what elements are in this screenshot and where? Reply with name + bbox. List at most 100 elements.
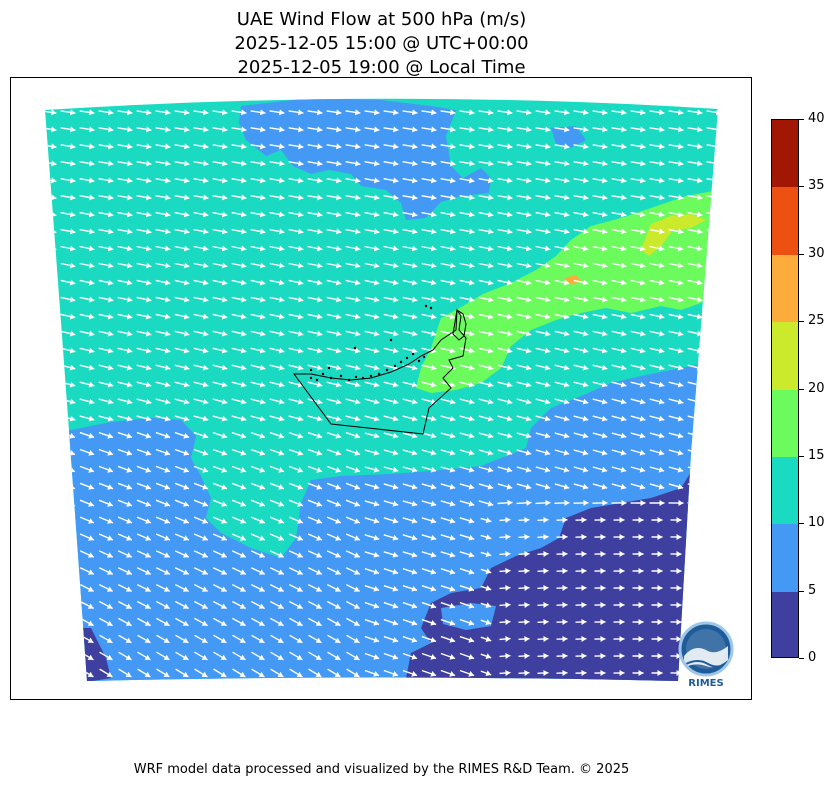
wind-arrow-head <box>411 449 418 456</box>
wind-arrow-head <box>392 245 399 252</box>
wind-arrow-head <box>600 653 606 659</box>
wind-arrow-head <box>468 568 475 575</box>
wind-arrow-head <box>485 568 492 574</box>
wind-arrow-head <box>108 109 114 116</box>
wind-arrow-head <box>469 160 475 167</box>
wind-arrow-head <box>126 501 132 507</box>
wind-arrow-head <box>449 296 456 303</box>
wind-arrow-head <box>620 330 627 337</box>
wind-arrow-head <box>373 194 380 201</box>
wind-arrow-head <box>638 568 644 574</box>
wind-arrow-shaft <box>706 381 718 387</box>
wind-arrow-head <box>87 654 94 660</box>
wind-arrow-head <box>183 364 190 371</box>
island-dot <box>422 355 426 359</box>
wind-arrow-head <box>278 381 285 388</box>
wind-arrow-head <box>334 637 341 643</box>
wind-arrow-head <box>335 347 342 354</box>
colorbar-tick <box>799 388 804 390</box>
wind-arrow-head <box>87 620 94 626</box>
wind-arrow-head <box>108 143 114 150</box>
wind-arrow-shaft <box>45 583 57 593</box>
wind-arrow-head <box>468 177 475 184</box>
wind-arrow-head <box>373 568 380 575</box>
wind-arrow-head <box>202 228 209 235</box>
wind-arrow-head <box>392 483 399 490</box>
wind-arrow-head <box>260 126 266 133</box>
wind-arrow-head <box>278 552 284 558</box>
wind-arrow-head <box>449 347 456 354</box>
colorbar-tick-label: 20 <box>808 380 825 396</box>
wind-arrow-head <box>658 415 665 422</box>
wind-arrow-head <box>563 228 570 235</box>
wind-arrow-head <box>107 279 114 286</box>
wind-arrow-head <box>239 671 246 677</box>
wind-arrow-head <box>621 126 627 133</box>
wind-arrow-head <box>317 143 323 150</box>
wind-arrow-head <box>107 398 114 405</box>
wind-arrow-head <box>601 415 608 422</box>
wind-arrow-head <box>69 177 76 184</box>
wind-arrow-head <box>373 500 380 507</box>
wind-arrow-head <box>449 551 456 558</box>
wind-arrow-head <box>714 568 718 574</box>
wind-arrow-head <box>677 330 684 337</box>
wind-arrow-head <box>676 636 682 642</box>
wind-arrow-head <box>373 398 380 405</box>
wind-arrow-head <box>506 364 513 371</box>
wind-arrow-shaft <box>706 347 718 353</box>
wind-arrow-head <box>450 126 456 133</box>
wind-arrow-head <box>526 126 532 133</box>
wind-arrow-head <box>411 568 418 575</box>
wind-arrow-head <box>563 296 570 303</box>
wind-arrow-head <box>468 551 475 558</box>
wind-arrow-head <box>412 160 418 167</box>
wind-arrow-head <box>335 398 342 405</box>
wind-arrow-head <box>506 449 513 456</box>
wind-arrow-head <box>582 330 589 337</box>
wind-arrow-head <box>240 245 247 252</box>
wind-arrow-head <box>600 670 606 676</box>
wind-arrow-head <box>202 279 209 286</box>
island-dot <box>327 366 331 370</box>
wind-arrow-head <box>126 279 133 286</box>
wind-arrow-head <box>259 535 265 541</box>
wind-arrow-head <box>411 483 418 490</box>
wind-arrow-head <box>239 620 246 626</box>
wind-arrow-head <box>259 432 266 439</box>
wind-arrow-head <box>600 534 606 540</box>
wind-arrow-head <box>335 296 342 303</box>
wind-arrow-head <box>354 415 361 422</box>
wind-arrow-head <box>714 602 718 608</box>
wind-arrow-head <box>297 228 304 235</box>
wind-arrow-head <box>393 109 399 116</box>
wind-arrow-head <box>676 517 682 523</box>
wind-arrow-head <box>221 535 227 541</box>
wind-arrow-head <box>601 364 608 371</box>
wind-arrow-head <box>88 211 95 218</box>
wind-arrow-head <box>87 603 94 609</box>
wind-arrow-head <box>505 585 511 591</box>
wind-arrow-head <box>601 381 608 388</box>
wind-arrow-head <box>392 381 399 388</box>
wind-arrow-head <box>164 432 171 439</box>
wind-arrow-head <box>545 143 551 150</box>
wind-arrow-shaft <box>687 483 703 489</box>
wind-arrow-head <box>50 552 56 558</box>
wind-arrow-head <box>620 432 627 439</box>
wind-arrow-head <box>297 296 304 303</box>
colorbar-level-3 <box>772 389 798 457</box>
wind-arrow-head <box>430 551 437 558</box>
wind-arrow-head <box>581 636 587 642</box>
wind-arrow-head <box>715 313 718 320</box>
wind-arrow-head <box>619 636 625 642</box>
wind-arrow-shaft <box>45 550 57 558</box>
wind-arrow-head <box>146 126 152 133</box>
wind-arrow-head <box>563 415 570 422</box>
wind-arrow-head <box>164 177 171 184</box>
wind-arrow-shaft <box>706 110 718 114</box>
wind-arrow-head <box>526 109 532 116</box>
wind-arrow-head <box>582 194 589 201</box>
wind-arrow-head <box>601 466 608 473</box>
wind-arrow-head <box>202 177 209 184</box>
